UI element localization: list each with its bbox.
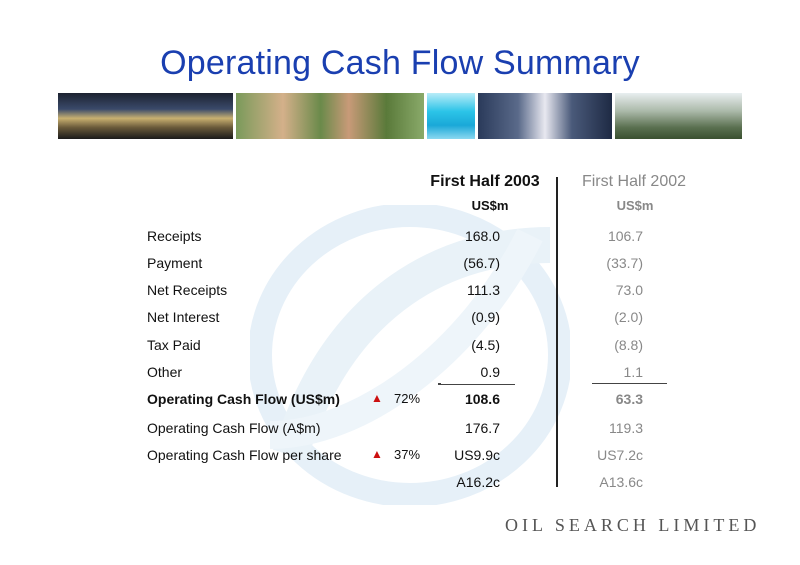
value-prior: US7.2c [597, 447, 643, 463]
table-row: Payment (56.7) (33.7) [0, 255, 800, 275]
company-wordmark: OIL SEARCH LIMITED [505, 515, 761, 535]
subtotal-rule-current [440, 384, 515, 385]
row-label: Operating Cash Flow per share [147, 447, 342, 463]
value-prior: 63.3 [615, 391, 643, 407]
subtotal-rule-tick [438, 383, 441, 385]
value-current: 168.0 [464, 228, 500, 244]
row-label: Net Interest [147, 309, 220, 325]
row-label: Receipts [147, 228, 202, 244]
table-row: Operating Cash Flow (A$m) 176.7 119.3 [0, 420, 800, 440]
value-prior: (2.0) [614, 309, 643, 325]
up-arrow-icon: ▲ [371, 447, 383, 461]
logo-watermark [250, 205, 570, 505]
table-row: Net Receipts 111.3 73.0 [0, 282, 800, 302]
value-current: 0.9 [480, 364, 500, 380]
table-row: Operating Cash Flow (US$m) ▲ 72% 108.6 6… [0, 391, 800, 411]
up-arrow-icon: ▲ [371, 391, 383, 405]
value-current: 176.7 [464, 420, 500, 436]
value-prior: 106.7 [607, 228, 643, 244]
value-current: 108.6 [464, 391, 500, 407]
column-unit-prior: US$m [616, 198, 654, 213]
banner-photo-plant [58, 93, 233, 139]
row-label: Tax Paid [147, 337, 201, 353]
banner-photo-sky [427, 93, 475, 139]
row-label: Payment [147, 255, 203, 271]
value-prior: A13.6c [599, 474, 643, 490]
table-row: Receipts 168.0 106.7 [0, 228, 800, 248]
photo-banner [58, 93, 742, 139]
column-unit-current: US$m [471, 198, 509, 213]
row-label: Operating Cash Flow (US$m) [147, 391, 340, 407]
table-row: Net Interest (0.9) (2.0) [0, 309, 800, 329]
banner-photo-landscape [615, 93, 742, 139]
change-percent: 72% [394, 391, 421, 406]
value-current: (0.9) [471, 309, 500, 325]
row-label: Operating Cash Flow (A$m) [147, 420, 321, 436]
value-prior: 119.3 [609, 420, 643, 436]
column-header-prior: First Half 2002 [581, 173, 687, 190]
value-current: (4.5) [471, 337, 500, 353]
banner-photo-workers [478, 93, 612, 139]
value-prior: (8.8) [614, 337, 643, 353]
banner-photo-children [236, 93, 424, 139]
value-prior: (33.7) [606, 255, 643, 271]
table-row: Operating Cash Flow per share ▲ 37% US9.… [0, 447, 800, 467]
table-row: Tax Paid (4.5) (8.8) [0, 337, 800, 357]
value-current: A16.2c [456, 474, 500, 490]
value-prior: 73.0 [615, 282, 643, 298]
column-header-current: First Half 2003 [430, 173, 540, 190]
row-label: Net Receipts [147, 282, 228, 298]
page-title: Operating Cash Flow Summary [160, 44, 640, 82]
table-row: A16.2c A13.6c [0, 474, 800, 494]
value-current: 111.3 [467, 282, 500, 298]
value-current: (56.7) [463, 255, 500, 271]
subtotal-rule-prior [592, 383, 667, 384]
value-prior: 1.1 [623, 364, 643, 380]
row-label: Other [147, 364, 183, 380]
value-current: US9.9c [454, 447, 500, 463]
table-row: Other 0.9 1.1 [0, 364, 800, 384]
change-percent: 37% [394, 447, 421, 462]
column-divider [556, 177, 558, 487]
